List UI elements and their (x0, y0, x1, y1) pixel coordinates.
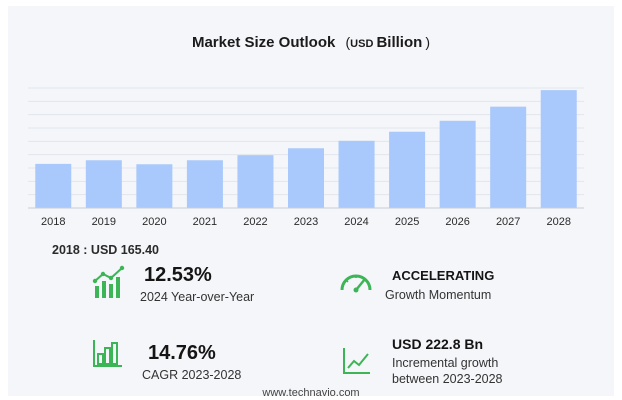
footer-source[interactable]: www.technavio.com (262, 387, 360, 399)
bar-2018 (35, 163, 72, 208)
chart-title: Market Size Outlook (USD Billion ) (8, 34, 614, 51)
bar-2020 (136, 164, 173, 208)
line-growth-icon (343, 348, 370, 374)
yoy-value: 12.53% (144, 264, 212, 286)
unit-usd: USD (350, 38, 374, 50)
incremental-value: USD 222.8 Bn (392, 336, 484, 352)
x-tick-label: 2027 (496, 216, 520, 228)
incremental-line1: Incremental growth (392, 356, 499, 370)
momentum-value: ACCELERATING (392, 268, 495, 283)
unit-billion: Billion (376, 34, 423, 51)
title-text: Market Size Outlook (191, 34, 336, 51)
title-unit: (USD Billion ) (345, 34, 431, 51)
yoy-label: 2024 Year-over-Year (140, 290, 255, 304)
x-tick-label: 2022 (243, 216, 267, 228)
x-tick-label: 2019 (92, 216, 116, 228)
cagr-label: CAGR 2023-2028 (142, 368, 242, 382)
x-tick-label: 2025 (395, 216, 419, 228)
x-tick-label: 2024 (344, 216, 368, 228)
bar-2024 (338, 140, 375, 208)
bar-2022 (237, 155, 274, 208)
bar-2027 (490, 106, 527, 208)
chart-card: Market Size Outlook (USD Billion ) 2018 2… (8, 6, 614, 399)
bar-2021 (186, 160, 223, 208)
incremental-line2: between 2023-2028 (392, 372, 503, 386)
x-tick-label: 2018 (41, 216, 65, 228)
x-tick-label: 2028 (546, 216, 570, 228)
momentum-label: Growth Momentum (385, 288, 492, 302)
base-year-value: 2018 : USD 165.40 (52, 243, 160, 257)
x-tick-label: 2026 (445, 216, 469, 228)
bar-2019 (85, 160, 122, 208)
bar-chart: 2018 2019 2020 2021 2022 2023 2024 2025 2026 2027… (28, 87, 584, 228)
bar-2023 (288, 148, 324, 208)
x-tick-label: 2020 (142, 216, 166, 228)
x-tick-label: 2021 (193, 216, 217, 228)
bar-2026 (439, 120, 476, 208)
bar-2028 (540, 90, 577, 208)
x-tick-label: 2023 (294, 216, 318, 228)
cagr-value: 14.76% (148, 342, 216, 364)
bar-chart-icon (93, 340, 122, 367)
bar-trend-icon (92, 265, 125, 298)
bar-2025 (389, 131, 426, 208)
speedometer-icon (340, 274, 372, 293)
